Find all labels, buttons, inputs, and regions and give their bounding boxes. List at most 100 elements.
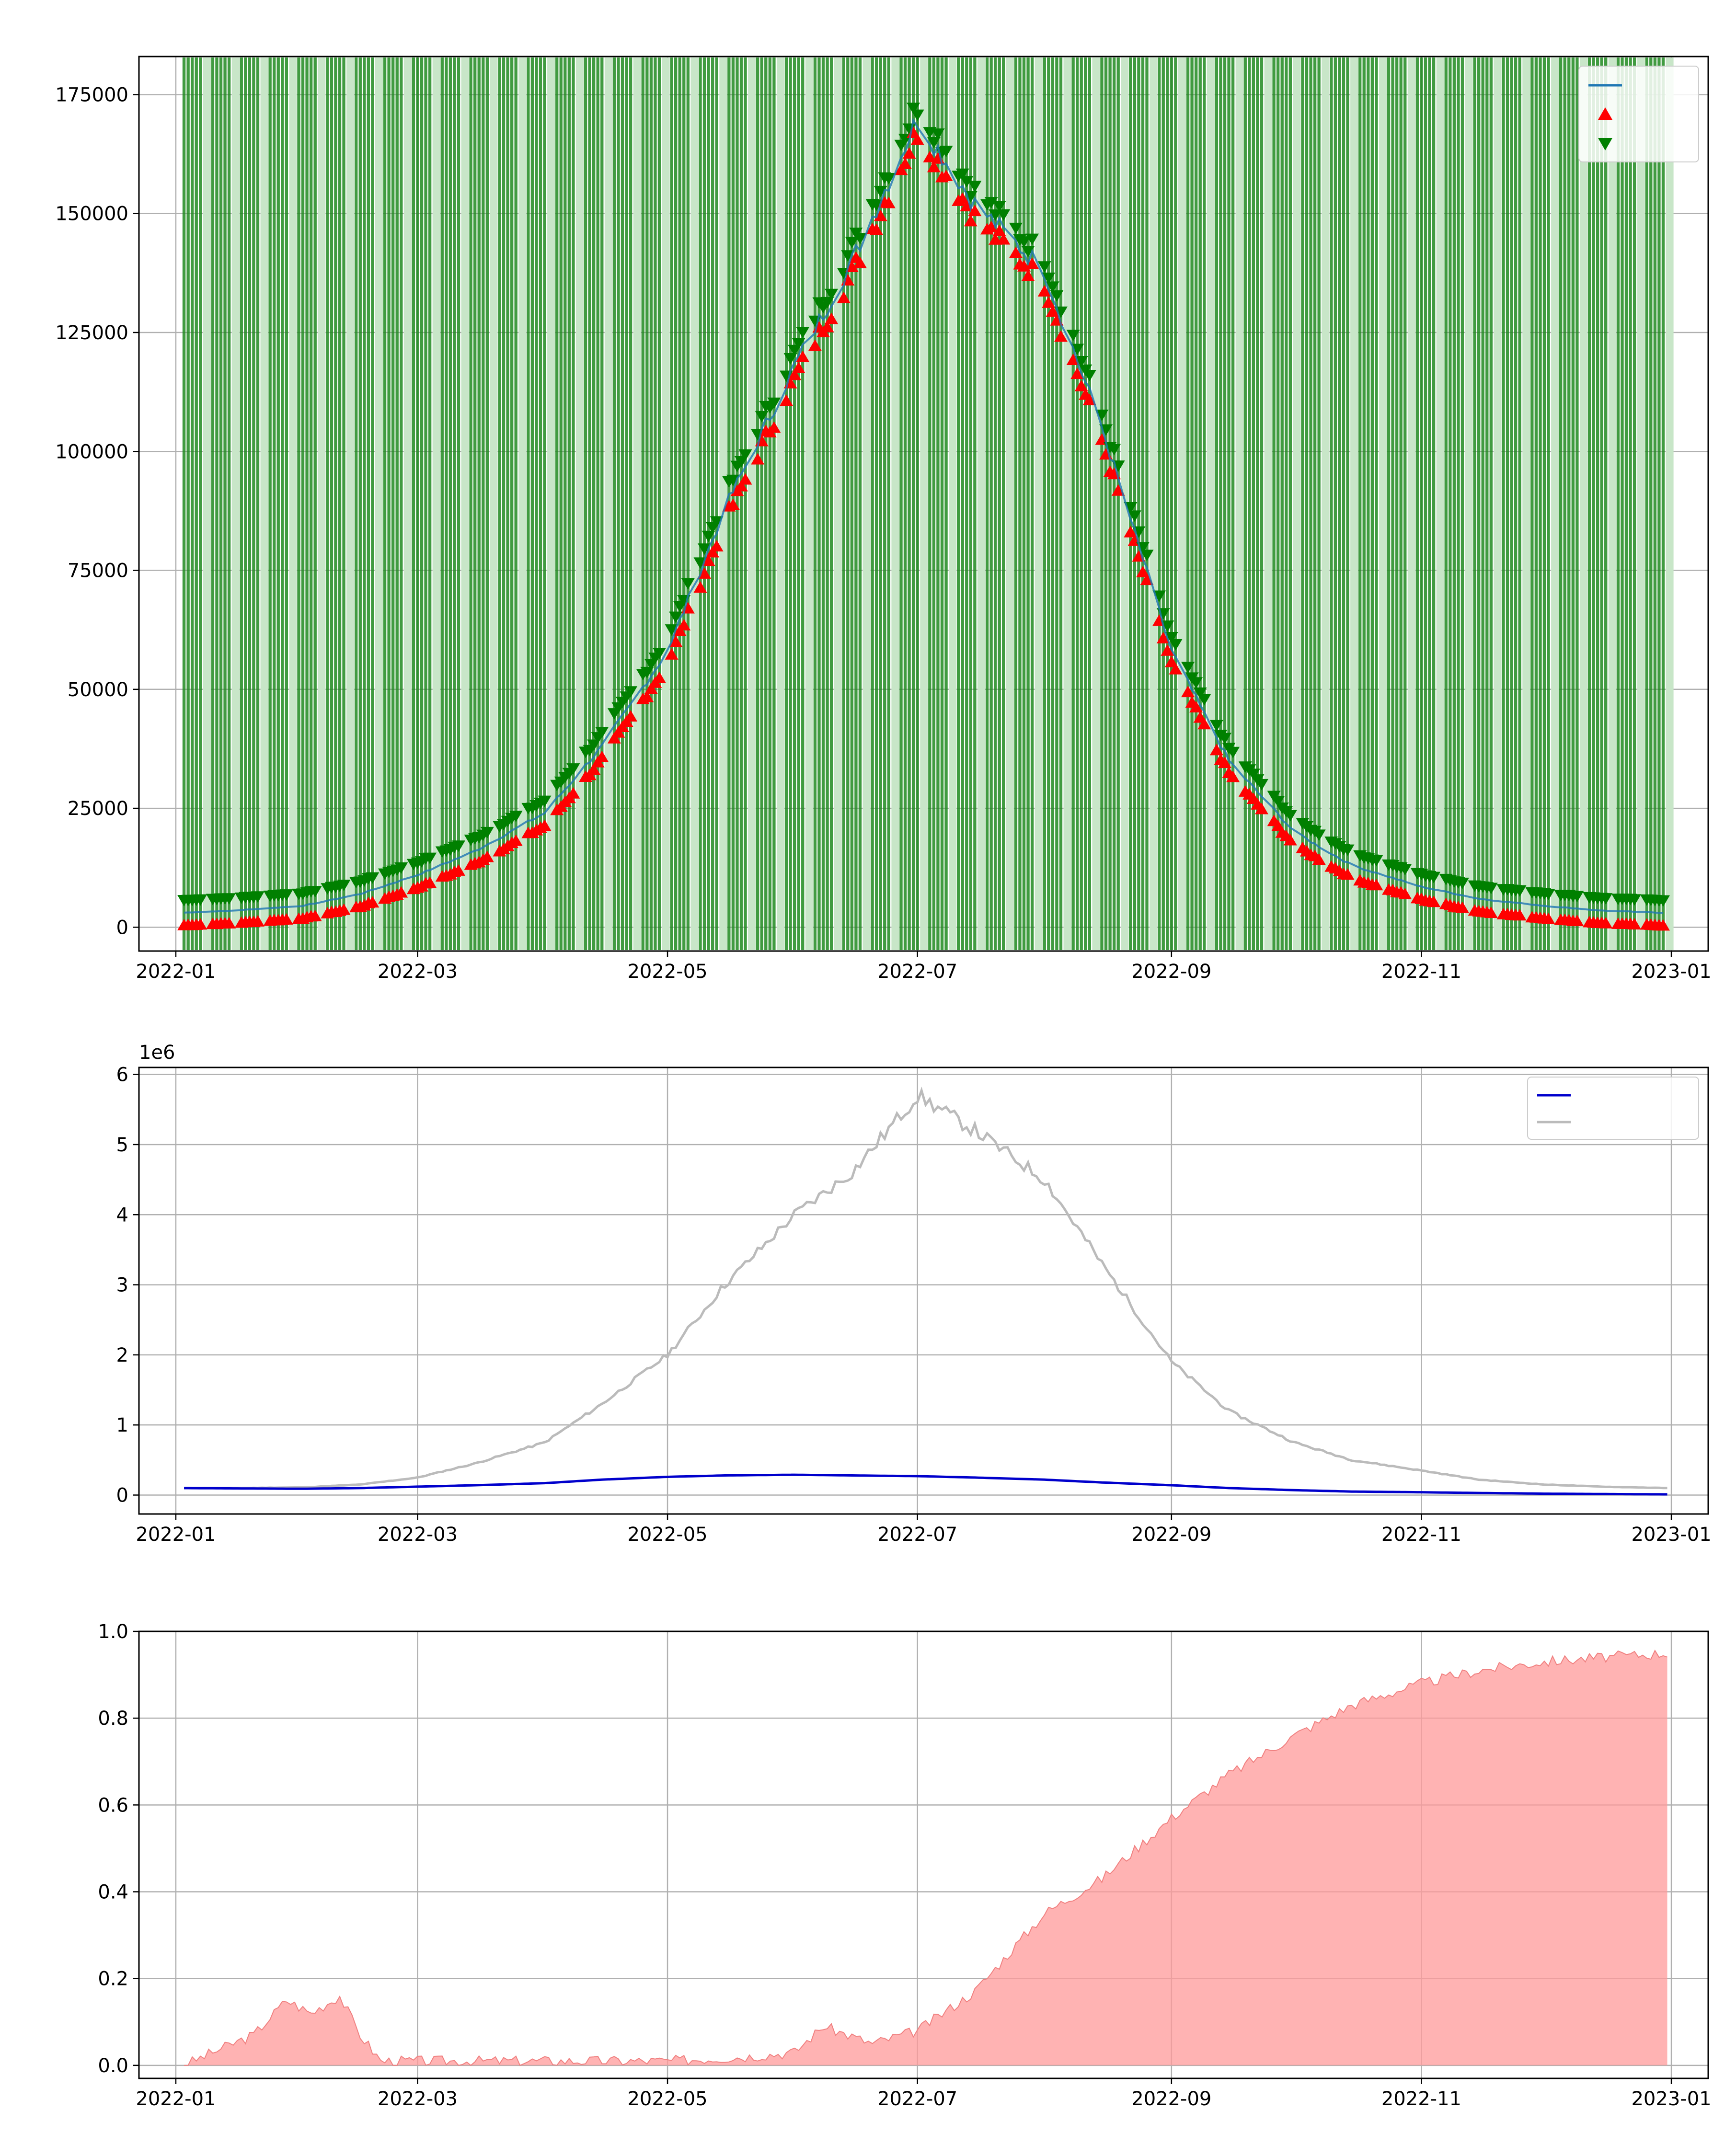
low-marker [845, 261, 859, 273]
green-band [649, 57, 653, 950]
high-marker [624, 686, 638, 698]
high-marker [308, 886, 322, 898]
low-marker [927, 161, 941, 172]
green-band [1338, 57, 1341, 950]
y-tick-label: 0.8 [98, 1708, 128, 1730]
band-gap [633, 57, 641, 950]
green-band [182, 57, 186, 950]
band-gap [719, 57, 727, 950]
low-marker [837, 291, 851, 303]
high-marker [1398, 864, 1412, 876]
area-fill [184, 1651, 1668, 2065]
high-marker [194, 894, 207, 906]
green-band [1100, 57, 1104, 950]
high-marker [366, 872, 380, 884]
green-band [1170, 57, 1173, 950]
band-gap [1121, 57, 1129, 950]
x-tick-label: 2022-01 [136, 961, 216, 983]
band-gap [662, 57, 670, 950]
green-band [629, 57, 632, 950]
green-band [383, 57, 387, 950]
green-band [1116, 57, 1120, 950]
high-marker [640, 666, 654, 678]
high-marker [738, 449, 752, 461]
low-marker [825, 312, 839, 324]
band-gap [776, 57, 785, 950]
green-band [829, 57, 833, 950]
price-chart-series [177, 103, 1670, 931]
high-marker [669, 611, 683, 623]
green-band [530, 57, 534, 950]
high-marker [665, 624, 678, 636]
x-tick-label: 2022-03 [378, 2088, 458, 2110]
low-marker [955, 192, 969, 204]
low-marker [751, 453, 765, 465]
high-marker [1169, 639, 1183, 651]
high-marker [1042, 272, 1056, 284]
green-band [670, 57, 673, 950]
high-marker [1209, 720, 1223, 732]
x-tick-label: 2022-05 [627, 961, 707, 983]
green-band [428, 57, 432, 950]
high-marker [1025, 233, 1039, 245]
band-gap [1322, 57, 1330, 950]
high-marker [1541, 889, 1555, 901]
green-band [248, 57, 252, 950]
low-marker [587, 763, 601, 775]
low-marker [984, 220, 998, 232]
high-marker [1124, 502, 1138, 514]
green-band [215, 57, 218, 950]
green-band [1272, 57, 1276, 950]
price-chart-ticks: 2022-01 2022-03 2022-05 2022-07 2022-09 2022-… [55, 84, 1711, 983]
y-tick-label: 6 [116, 1064, 128, 1086]
green-band [1506, 57, 1509, 950]
green-band [674, 57, 678, 950]
green-band [588, 57, 591, 950]
low-marker [1021, 269, 1035, 281]
green-band [1514, 57, 1518, 950]
green-band [1014, 57, 1018, 950]
green-band [1276, 57, 1280, 950]
band-gap [1407, 57, 1415, 950]
low-marker [767, 421, 781, 433]
high-marker [1066, 330, 1080, 342]
x-tick-label: 2022-09 [1131, 2088, 1211, 2110]
low-marker [665, 648, 678, 660]
green-band [1022, 57, 1026, 950]
green-band [772, 57, 776, 950]
band-gap [862, 57, 871, 950]
green-band [445, 57, 448, 950]
price-chart-frame [138, 56, 1709, 952]
green-band [506, 57, 509, 950]
low-marker [222, 917, 236, 929]
ratio-chart-frame [138, 1630, 1709, 2079]
band-gap [1092, 57, 1100, 950]
green-band [596, 57, 599, 950]
green-band [879, 57, 882, 950]
x-tick-label: 2022-11 [1381, 961, 1461, 983]
green-band [1587, 57, 1591, 950]
green-band [473, 57, 477, 950]
green-band [1256, 57, 1259, 950]
green-band [1444, 57, 1448, 950]
low-marker [1341, 868, 1355, 880]
green-band [400, 57, 403, 950]
low-marker [738, 473, 752, 485]
high-marker [1513, 885, 1527, 897]
y-tick-label: 1 [116, 1414, 128, 1436]
high-marker [222, 893, 236, 905]
green-band [1219, 57, 1222, 950]
x-tick-label: 2022-09 [1131, 1524, 1211, 1546]
price-chart-legend [1578, 66, 1699, 162]
high-marker [992, 201, 1006, 213]
green-band [1542, 57, 1546, 950]
high-marker [1599, 893, 1613, 905]
low-marker [702, 554, 715, 566]
high-marker [1082, 369, 1096, 381]
green-band [527, 57, 530, 950]
green-band [965, 57, 968, 950]
green-band [535, 57, 538, 950]
band-gap [231, 57, 240, 950]
green-band [969, 57, 973, 950]
low-marker [808, 339, 822, 351]
